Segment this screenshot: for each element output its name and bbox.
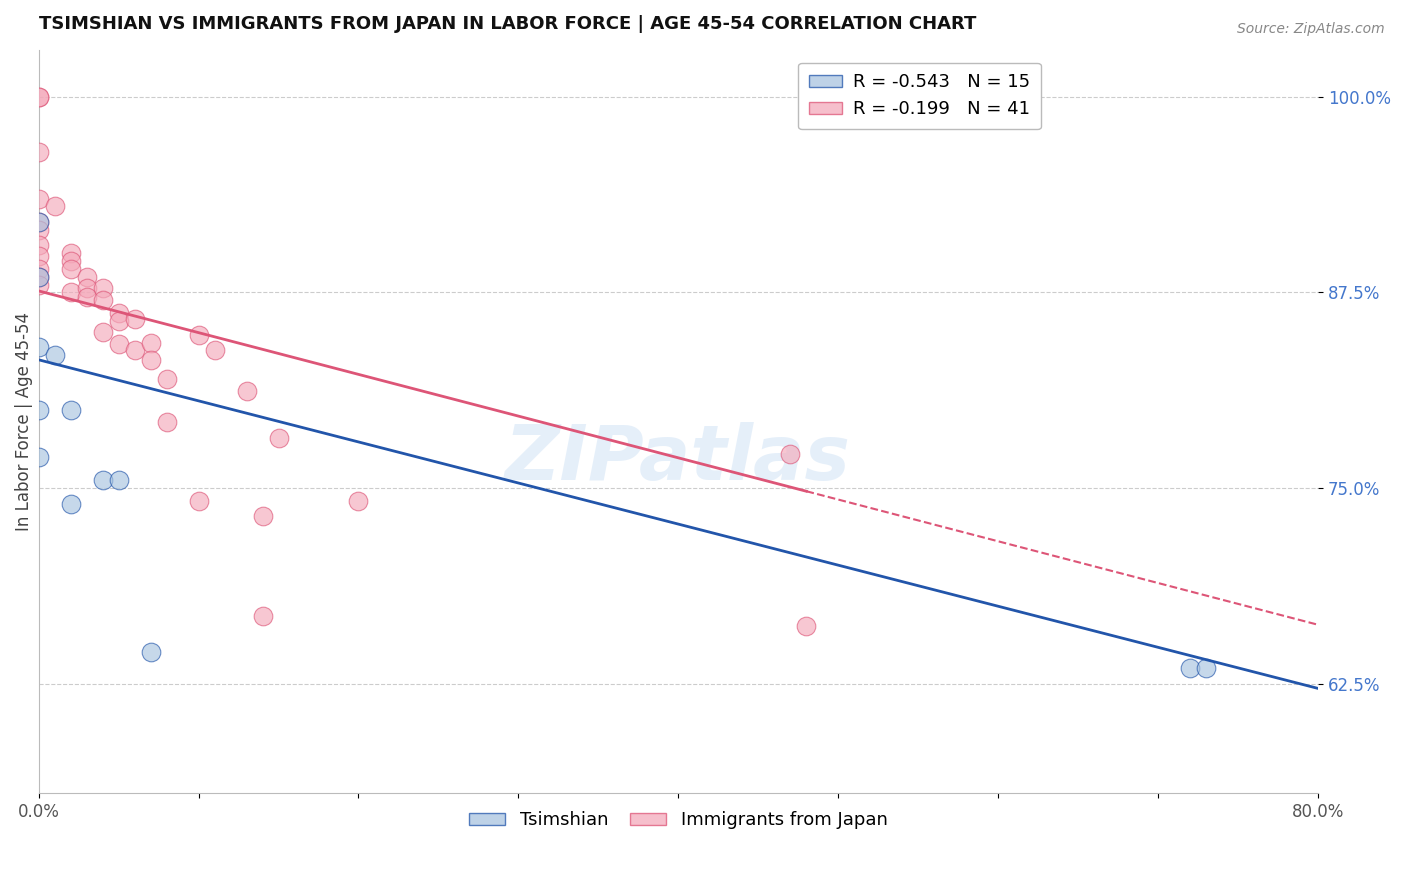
Point [779, 447, 801, 461]
Point [27, 277, 49, 292]
Point [204, 343, 226, 358]
Point [27, 238, 49, 252]
Point [91, 325, 114, 339]
Point [139, 335, 162, 350]
Point [44, 199, 66, 213]
Point [27, 269, 49, 284]
Point [187, 493, 209, 508]
Point [59, 285, 82, 300]
Point [27, 90, 49, 104]
Point [27, 90, 49, 104]
Point [27, 223, 49, 237]
Point [59, 402, 82, 417]
Text: ZIPatlas: ZIPatlas [505, 422, 852, 496]
Point [155, 371, 177, 385]
Point [27, 192, 49, 206]
Point [76, 290, 98, 304]
Point [27, 450, 49, 464]
Point [1180, 661, 1202, 675]
Point [91, 293, 114, 308]
Point [139, 352, 162, 367]
Point [155, 416, 177, 430]
Point [107, 313, 129, 327]
Point [107, 306, 129, 320]
Point [91, 281, 114, 295]
Point [252, 509, 274, 524]
Point [91, 473, 114, 487]
Point [27, 250, 49, 264]
Text: TSIMSHIAN VS IMMIGRANTS FROM JAPAN IN LABOR FORCE | AGE 45-54 CORRELATION CHART: TSIMSHIAN VS IMMIGRANTS FROM JAPAN IN LA… [38, 15, 976, 33]
Point [187, 327, 209, 342]
Point [107, 473, 129, 487]
Point [27, 402, 49, 417]
Point [347, 493, 370, 508]
Point [235, 384, 257, 398]
Point [107, 337, 129, 351]
Point [27, 215, 49, 229]
Point [76, 281, 98, 295]
Point [59, 497, 82, 511]
Point [76, 269, 98, 284]
Point [252, 609, 274, 624]
Point [139, 645, 162, 659]
Point [59, 246, 82, 260]
Point [59, 262, 82, 277]
Point [44, 348, 66, 362]
Point [27, 145, 49, 159]
Point [267, 431, 290, 445]
Y-axis label: In Labor Force | Age 45-54: In Labor Force | Age 45-54 [15, 312, 32, 531]
Legend: Tsimshian, Immigrants from Japan: Tsimshian, Immigrants from Japan [463, 804, 894, 837]
Point [1195, 661, 1218, 675]
Point [124, 312, 146, 326]
Point [27, 262, 49, 277]
Point [27, 340, 49, 354]
Point [124, 343, 146, 358]
Point [796, 619, 818, 633]
Text: Source: ZipAtlas.com: Source: ZipAtlas.com [1237, 22, 1385, 37]
Point [27, 215, 49, 229]
Point [27, 269, 49, 284]
Point [59, 254, 82, 268]
